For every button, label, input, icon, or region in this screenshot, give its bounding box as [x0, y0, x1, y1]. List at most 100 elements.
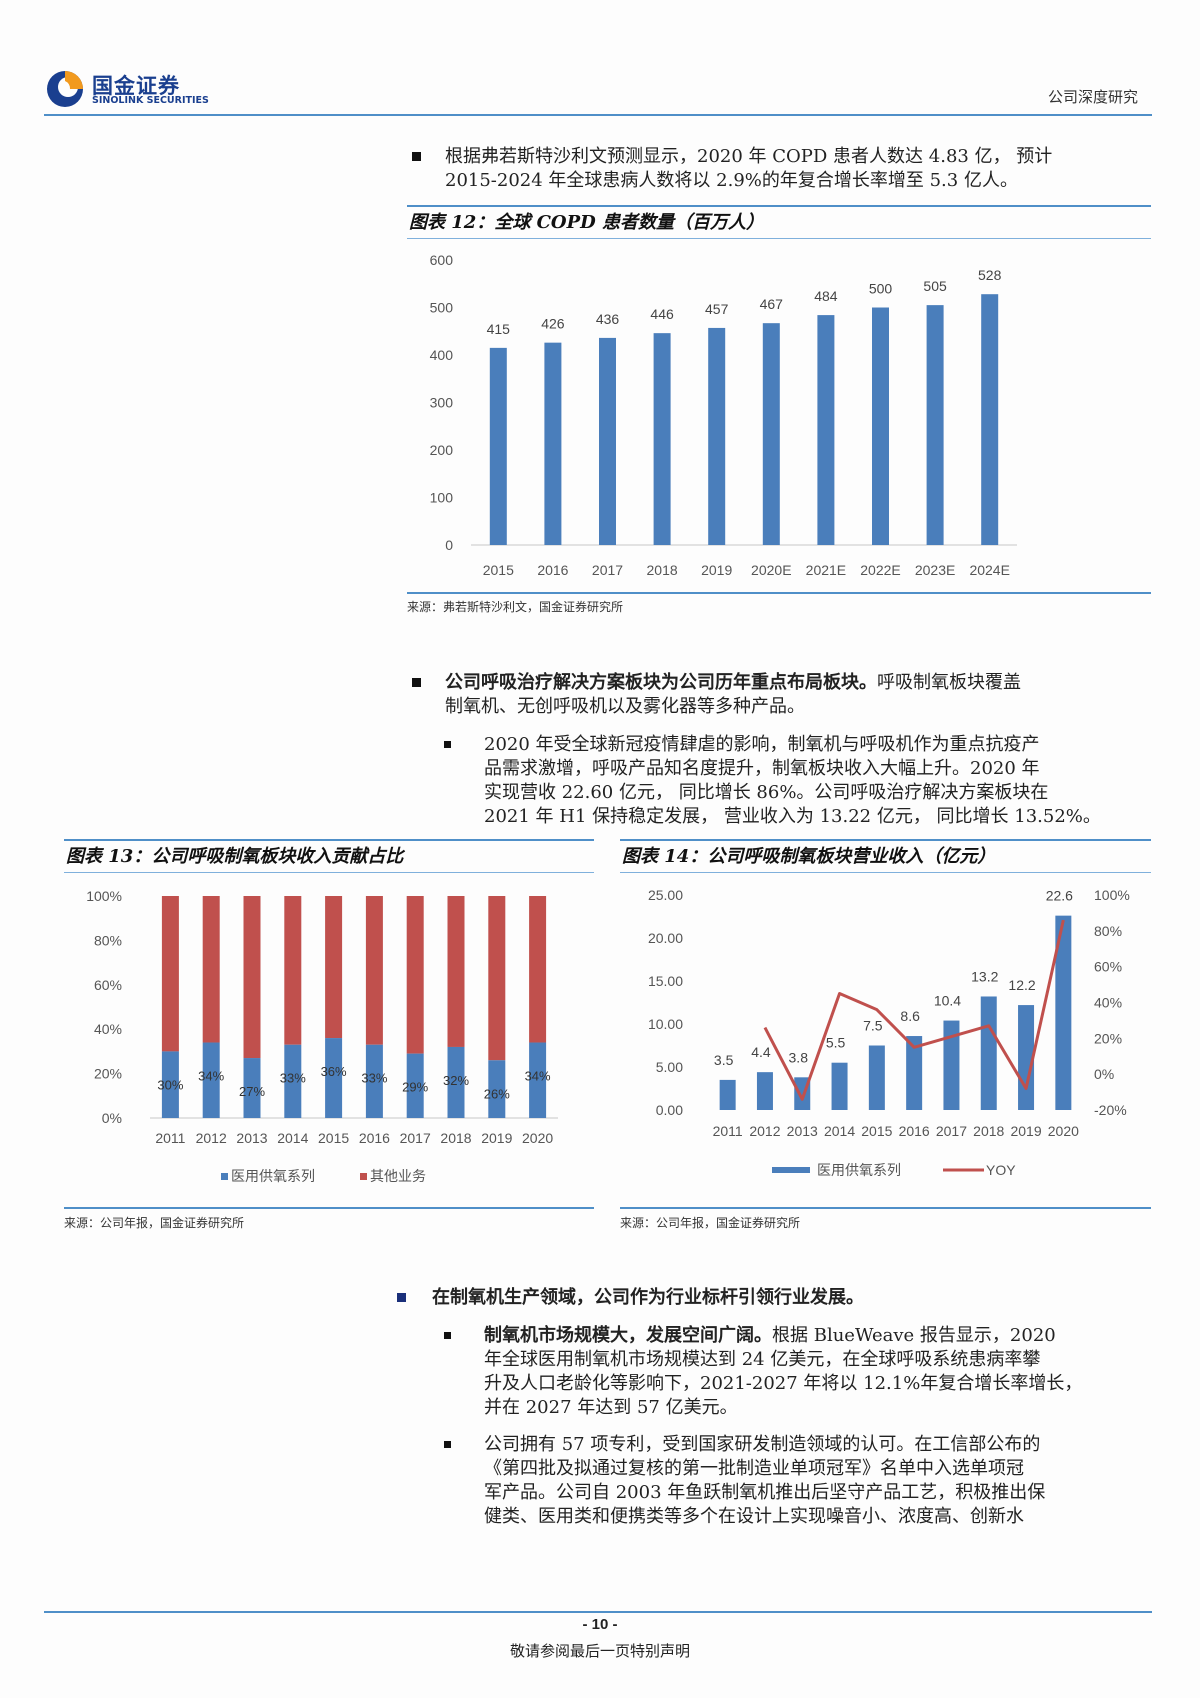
y-tick-label: 40%	[94, 1021, 122, 1037]
sub-bullet-marker	[444, 1441, 451, 1448]
data-label: 8.6	[900, 1008, 920, 1024]
paragraph-patents: 公司拥有 57 项专利，受到国家研发制造领域的认可。在工信部公布的 《第四批及拟…	[484, 1433, 1154, 1529]
bar-medical-oxygen	[243, 1058, 261, 1118]
bar	[980, 996, 997, 1110]
fig14-title-rule	[620, 872, 1151, 873]
x-tick-label: 2016	[537, 562, 568, 578]
bar	[868, 1045, 885, 1110]
data-label: 446	[650, 306, 674, 322]
y-tick-label: 60%	[94, 977, 122, 993]
fig12-bottom-rule	[407, 592, 1151, 594]
bar	[719, 1079, 736, 1110]
data-label: 29%	[402, 1080, 428, 1095]
bar	[762, 323, 780, 545]
paragraph-line: 品需求激增，呼吸产品知名度提升，制氧板块收入大幅上升。2020 年	[484, 758, 1040, 779]
bar-other-business	[365, 896, 383, 1045]
paragraph-line: 《第四批及拟通过复核的第一批制造业单项冠军》名单中入选单项冠	[484, 1458, 1024, 1479]
paragraph-market-size: 制氧机市场规模大，发展空间广阔。根据 BlueWeave 报告显示，2020 年…	[484, 1324, 1154, 1420]
bar-medical-oxygen	[447, 1046, 465, 1118]
bar	[653, 333, 671, 545]
x-tick-label: 2018	[440, 1130, 471, 1146]
sub-bullet-marker	[444, 1332, 451, 1339]
x-tick-label: 2023E	[915, 562, 955, 578]
bar-other-business	[488, 896, 506, 1061]
y-tick-label: 100	[430, 490, 454, 506]
bullet-marker	[397, 1293, 406, 1302]
paragraph-line: 2020 年受全球新冠疫情肆虐的影响，制氧机与呼吸机作为重点抗疫产	[484, 734, 1040, 755]
y-right-tick-label: 40%	[1094, 995, 1122, 1011]
y-tick-label: 0%	[102, 1110, 122, 1126]
copd-bar-chart: 0 100 200 300 400 500 600 415 2015 426 2016 436 2017…	[430, 252, 1017, 578]
bar	[544, 342, 562, 545]
x-tick-label: 2014	[277, 1130, 308, 1146]
bar-medical-oxygen	[365, 1044, 383, 1118]
y-tick-label: 600	[430, 252, 454, 268]
bar-other-business	[447, 896, 465, 1047]
section-heading: 在制氧机生产领域，公司作为行业标杆引领行业发展。	[432, 1287, 864, 1308]
revenue-share-stacked-chart: 0% 20% 40% 60% 80% 100% 30% 2011 34% 2012 27% 2013 3…	[86, 888, 558, 1184]
legend-label: 医用供氧系列	[817, 1162, 901, 1178]
fig13-source: 来源：公司年报，国金证券研究所	[64, 1216, 245, 1230]
legend-label: YOY	[986, 1162, 1016, 1178]
legend-label: 医用供氧系列	[231, 1168, 315, 1184]
x-tick-label: 2013	[787, 1123, 818, 1139]
report-type: 公司深度研究	[1047, 88, 1138, 106]
paragraph-line: 年全球医用制氧机市场规模达到 24 亿美元，在全球呼吸系统患病率攀	[484, 1349, 1041, 1370]
bar	[943, 1020, 960, 1110]
paragraph-line: 并在 2027 年达到 57 亿美元。	[484, 1397, 738, 1418]
legend-swatch-medical-oxygen	[772, 1167, 810, 1173]
x-tick-label: 2018	[647, 562, 678, 578]
x-tick-label: 2017	[400, 1130, 431, 1146]
y-right-tick-label: 100%	[1094, 887, 1130, 903]
data-label: 484	[814, 288, 838, 304]
x-tick-label: 2020	[522, 1130, 553, 1146]
data-label: 34%	[198, 1069, 224, 1084]
logo-mark-icon	[47, 71, 83, 107]
paragraph-emphasis: 制氧机市场规模大，发展空间广阔。	[484, 1325, 772, 1346]
data-label: 3.8	[789, 1049, 809, 1065]
fig12-top-rule	[407, 205, 1151, 207]
oxygen-revenue-combo-chart: 0.00 5.00 10.00 15.00 20.00 25.00 -20% 0% 20% 40%…	[648, 887, 1130, 1178]
fig14-bottom-rule	[620, 1207, 1151, 1209]
legend-swatch-other-business	[360, 1173, 367, 1180]
data-label: 467	[760, 296, 784, 312]
x-tick-label: 2018	[973, 1123, 1004, 1139]
x-tick-label: 2020E	[751, 562, 791, 578]
paragraph-line: 2021 年 H1 保持稳定发展， 营业收入为 13.22 亿元， 同比增长 1…	[484, 806, 1101, 827]
fig14-top-rule	[620, 839, 1151, 841]
data-label: 10.4	[934, 993, 961, 1009]
paragraph-respiratory: 公司呼吸治疗解决方案板块为公司历年重点布局板块。呼吸制氧板块覆盖 制氧机、无创呼…	[445, 671, 1145, 719]
y-right-tick-label: 0%	[1094, 1066, 1114, 1082]
legend-label: 其他业务	[370, 1168, 426, 1184]
paragraph-covid-impact: 2020 年受全球新冠疫情肆虐的影响，制氧机与呼吸机作为重点抗疫产 品需求激增，…	[484, 733, 1154, 829]
paragraph-line: 2015-2024 年全球患病人数将以 2.9%的年复合增长率增至 5.3 亿人…	[445, 170, 1018, 191]
logo-text-en: SINOLINK SECURITIES	[92, 95, 209, 106]
y-tick-label: 80%	[94, 932, 122, 948]
page-number: - 10 -	[582, 1616, 618, 1633]
y-tick-label: 500	[430, 300, 454, 316]
y-right-tick-label: -20%	[1094, 1102, 1127, 1118]
fig13-title-rule	[64, 872, 594, 873]
x-tick-label: 2012	[749, 1123, 780, 1139]
bar-other-business	[284, 896, 302, 1045]
bar-medical-oxygen	[202, 1042, 220, 1118]
bar-other-business	[243, 896, 261, 1059]
bar-medical-oxygen	[284, 1044, 302, 1118]
data-label: 26%	[484, 1086, 510, 1101]
y-tick-label: 200	[430, 442, 454, 458]
data-label: 34%	[525, 1069, 551, 1084]
x-tick-label: 2011	[713, 1123, 743, 1139]
x-tick-label: 2024E	[969, 562, 1009, 578]
data-label: 415	[487, 321, 511, 337]
y-left-tick-label: 5.00	[656, 1059, 683, 1075]
bar-medical-oxygen	[325, 1038, 343, 1118]
fig14-title: 图表 14：公司呼吸制氧板块营业收入（亿元）	[622, 846, 996, 867]
bar-other-business	[406, 896, 424, 1054]
data-label: 3.5	[714, 1052, 734, 1068]
fig12-title: 图表 12：全球 COPD 患者数量（百万人）	[409, 212, 764, 233]
data-label: 426	[541, 316, 565, 332]
yoy-line	[763, 919, 1065, 1101]
bar	[489, 347, 507, 545]
data-label: 32%	[443, 1073, 469, 1088]
y-left-tick-label: 20.00	[648, 930, 683, 946]
